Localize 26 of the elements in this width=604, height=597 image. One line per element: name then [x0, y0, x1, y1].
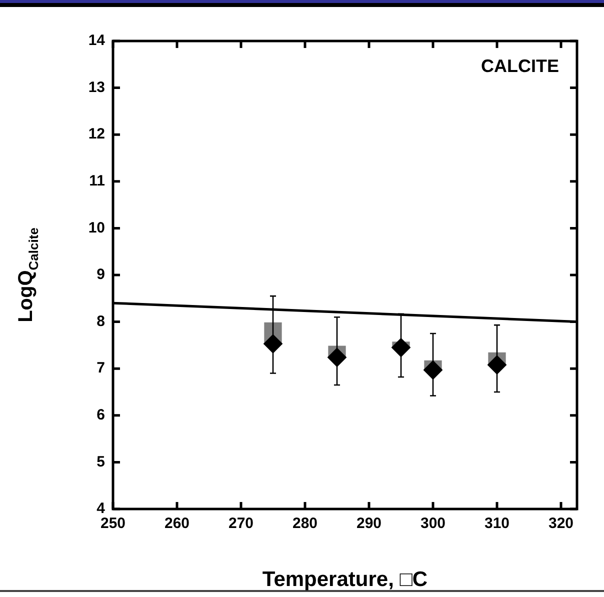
y-tick-label: 14	[88, 32, 106, 50]
x-tick-label: 250	[100, 515, 126, 532]
x-tick-label: 320	[548, 515, 574, 532]
x-tick-label: 270	[228, 515, 254, 532]
x-tick-label: 310	[484, 515, 510, 532]
x-axis-title: Temperature, □C	[262, 568, 428, 592]
x-tick-label: 280	[292, 515, 318, 532]
y-tick-label: 8	[96, 312, 105, 330]
point	[328, 348, 346, 367]
annotation: CALCITE	[481, 56, 559, 76]
y-tick-label: 9	[96, 266, 105, 284]
y-tick-label: 7	[96, 360, 105, 377]
y-tick-label: 12	[88, 126, 105, 143]
y-tick-label: 10	[88, 219, 105, 236]
y-tick-label: 13	[88, 78, 105, 96]
x-tick-label: 300	[420, 515, 446, 532]
y-axis-title: LogQCalcite	[15, 228, 41, 322]
x-tick-label: 260	[164, 515, 190, 532]
point	[424, 360, 442, 380]
point	[392, 338, 410, 358]
y-tick-label: 5	[96, 453, 105, 470]
y-tick-label: 11	[89, 172, 105, 190]
point	[488, 355, 506, 374]
x-tick-label: 290	[356, 515, 382, 532]
y-tick-label: 6	[96, 406, 105, 424]
y-tick-label: 4	[96, 500, 106, 518]
